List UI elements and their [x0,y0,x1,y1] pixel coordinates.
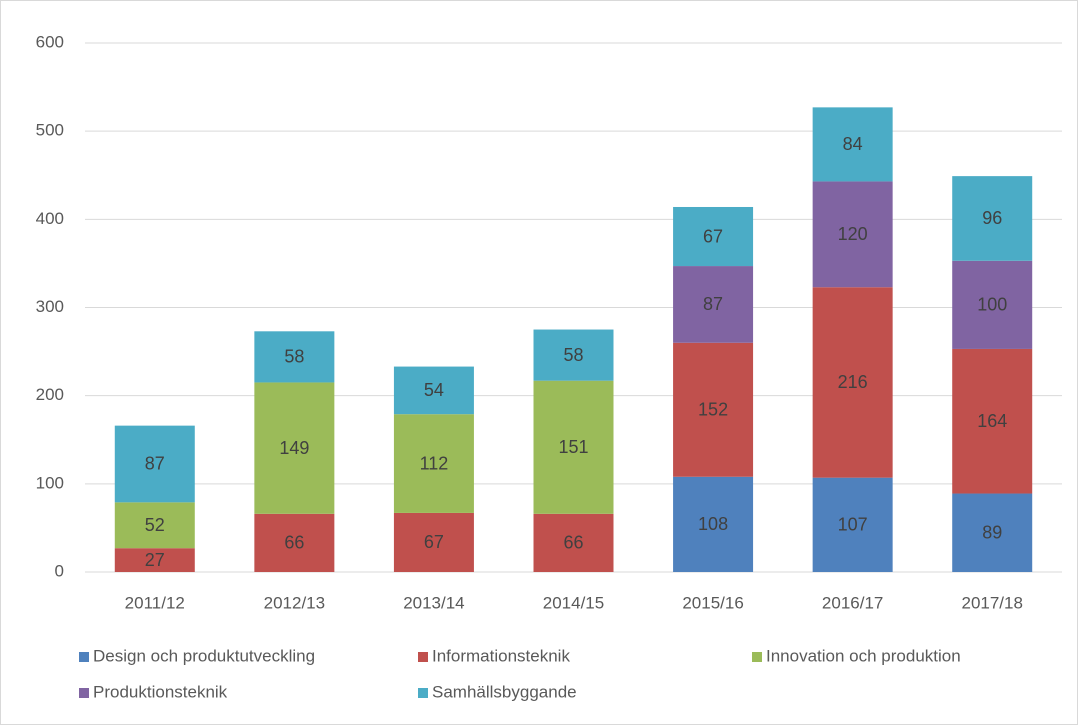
x-tick-label: 2016/17 [822,593,883,612]
y-tick-label: 600 [36,32,64,51]
bar-segment [114,425,195,503]
bar-segment [812,107,893,182]
bar-segment [673,342,754,477]
y-tick-label: 100 [36,473,64,492]
legend-swatch [418,652,428,662]
data-label: 52 [145,515,165,535]
bar-segment [254,513,335,572]
legend-swatch [79,688,89,698]
bar-segment [812,287,893,478]
bar-segment [254,382,335,514]
bar-segment [533,513,614,572]
legend-label: Samhällsbyggande [432,682,577,701]
data-label: 84 [843,134,863,154]
bar-segment [952,260,1033,349]
bar-segment [393,512,474,572]
data-label: 152 [698,400,728,420]
bar-segment [393,414,474,513]
y-tick-label: 400 [36,209,64,228]
data-label: 87 [145,454,165,474]
data-label: 27 [145,550,165,570]
data-label: 54 [424,380,444,400]
data-label: 89 [982,523,1002,543]
y-tick-label: 500 [36,121,64,140]
data-label: 100 [977,295,1007,315]
bar-segment [114,502,195,549]
x-tick-label: 2013/14 [403,593,464,612]
data-label: 164 [977,411,1007,431]
bar-segment [952,493,1033,572]
bar-segment [673,476,754,572]
bar-segment [952,348,1033,494]
legend-label: Produktionsteknik [93,682,228,701]
data-label: 96 [982,208,1002,228]
data-label: 87 [703,294,723,314]
data-label: 66 [284,533,304,553]
bar-segment [533,329,614,381]
bar-segment [393,366,474,415]
x-tick-label: 2012/13 [264,593,325,612]
y-tick-label: 200 [36,385,64,404]
legend-swatch [418,688,428,698]
bar-segment [673,266,754,343]
legend-label: Innovation och produktion [766,646,961,665]
bar-segment [533,380,614,514]
data-label: 58 [563,345,583,365]
bar-segment [812,181,893,288]
data-label: 67 [424,532,444,552]
x-tick-label: 2014/15 [543,593,604,612]
data-label: 151 [558,437,588,457]
bar-segment [812,477,893,572]
data-label: 216 [838,372,868,392]
data-label: 66 [563,533,583,553]
data-label: 112 [420,453,449,473]
data-label: 149 [279,438,309,458]
x-tick-label: 2017/18 [961,593,1022,612]
data-label: 58 [284,347,304,367]
legend-swatch [752,652,762,662]
bar-segment [952,176,1033,261]
legend-swatch [79,652,89,662]
bar-segment [114,548,195,572]
data-label: 108 [698,514,728,534]
legend-label: Informationsteknik [432,646,570,665]
legend-label: Design och produktutveckling [93,646,315,665]
x-tick-label: 2015/16 [682,593,743,612]
data-label: 67 [703,226,723,246]
y-tick-label: 300 [36,297,64,316]
data-label: 107 [838,515,868,535]
bar-segment [254,331,335,383]
x-tick-label: 2011/12 [125,593,185,612]
data-label: 120 [838,224,868,244]
y-tick-label: 0 [55,561,64,580]
bar-segment [673,206,754,267]
